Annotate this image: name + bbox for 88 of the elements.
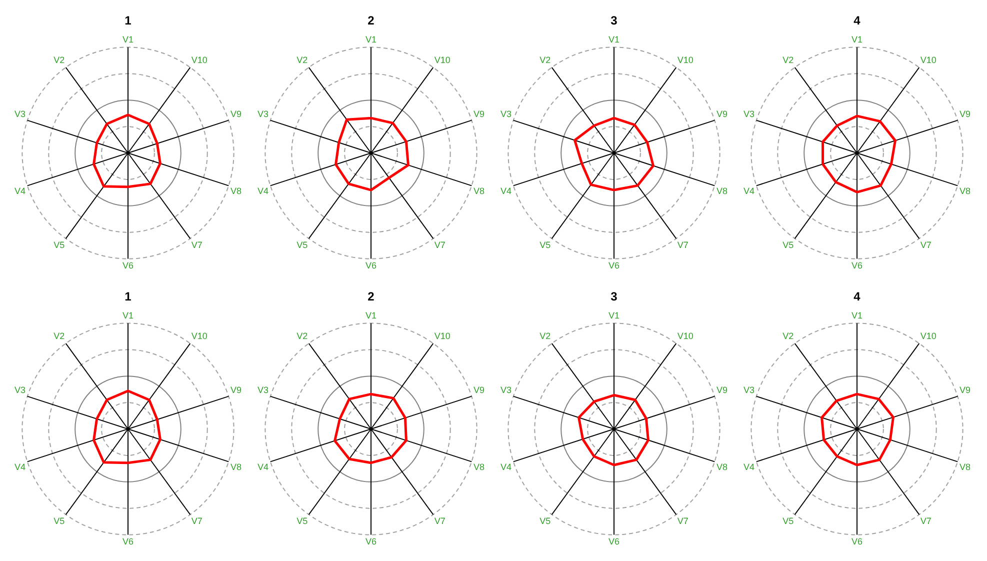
- spoke-label: V4: [257, 186, 268, 196]
- spoke-label: V2: [54, 54, 65, 65]
- spoke-label: V8: [474, 186, 485, 196]
- spoke-label: V9: [960, 108, 971, 119]
- spoke-label: V6: [122, 260, 134, 271]
- chart-title: 4: [854, 14, 861, 28]
- spoke-label: V6: [608, 536, 620, 547]
- spoke-label: V1: [851, 34, 863, 44]
- spoke-label: V4: [743, 186, 754, 196]
- spoke-label: V9: [230, 108, 242, 119]
- spoke-label: V2: [540, 330, 551, 341]
- spoke-label: V3: [743, 384, 754, 395]
- spoke-label: V7: [677, 240, 688, 250]
- spoke-label: V7: [191, 516, 202, 526]
- spoke-label: V10: [191, 54, 208, 65]
- spoke-label: V2: [782, 330, 794, 341]
- spoke-label: V7: [434, 240, 446, 250]
- spoke-label: V7: [191, 240, 202, 250]
- spoke-label: V1: [122, 310, 134, 320]
- spoke-label: V1: [851, 310, 863, 320]
- chart-title: 3: [610, 14, 618, 28]
- spoke-label: V1: [365, 34, 377, 44]
- spoke-label: V6: [851, 536, 863, 547]
- spoke-label: V9: [474, 384, 485, 395]
- spoke-label: V4: [14, 462, 26, 472]
- spoke-label: V8: [716, 462, 728, 472]
- spoke-label: V5: [54, 516, 65, 526]
- spoke-label: V5: [782, 516, 794, 526]
- spoke-label: V2: [296, 54, 308, 65]
- chart-title: 4: [854, 290, 861, 304]
- spoke-label: V6: [365, 536, 377, 547]
- spoke-label: V3: [743, 108, 754, 119]
- spoke-label: V6: [365, 260, 377, 271]
- spoke-label: V5: [782, 240, 794, 250]
- spoke-label: V6: [851, 260, 863, 271]
- spoke-label: V9: [716, 108, 728, 119]
- spoke-label: V3: [500, 108, 512, 119]
- spoke-label: V8: [230, 186, 242, 196]
- spoke-label: V10: [677, 54, 694, 65]
- spoke-label: V8: [716, 186, 728, 196]
- spoke-label: V8: [474, 462, 485, 472]
- spoke-label: V5: [540, 240, 551, 250]
- spoke-label: V1: [608, 310, 620, 320]
- spoke-label: V10: [920, 330, 936, 341]
- spoke-label: V4: [257, 462, 268, 472]
- spoke-label: V6: [122, 536, 134, 547]
- spoke-label: V6: [608, 260, 620, 271]
- spoke-label: V5: [296, 516, 308, 526]
- spoke-label: V3: [500, 384, 512, 395]
- spoke-label: V2: [296, 330, 308, 341]
- spoke-label: V1: [608, 34, 620, 44]
- spoke-label: V4: [14, 186, 26, 196]
- spoke-label: V5: [296, 240, 308, 250]
- spoke-label: V5: [540, 516, 551, 526]
- spoke-label: V3: [14, 384, 26, 395]
- spoke-label: V8: [960, 186, 971, 196]
- spoke-label: V4: [500, 462, 512, 472]
- spoke-label: V3: [14, 108, 26, 119]
- spoke-label: V9: [230, 384, 242, 395]
- spoke-label: V8: [960, 462, 971, 472]
- spoke-label: V7: [677, 516, 688, 526]
- chart-title: 2: [368, 14, 375, 28]
- spoke-label: V3: [257, 108, 268, 119]
- spoke-label: V7: [920, 516, 932, 526]
- spoke-label: V8: [230, 462, 242, 472]
- chart-title: 1: [124, 290, 132, 304]
- spoke-label: V7: [920, 240, 932, 250]
- chart-title: 2: [368, 290, 375, 304]
- spoke-label: V5: [54, 240, 65, 250]
- spoke-label: V10: [434, 54, 450, 65]
- spoke-label: V4: [743, 462, 754, 472]
- spoke-label: V2: [54, 330, 65, 341]
- spoke-label: V10: [191, 330, 208, 341]
- spoke-label: V2: [782, 54, 794, 65]
- spoke-label: V9: [960, 384, 971, 395]
- spoke-label: V9: [474, 108, 485, 119]
- spoke-label: V1: [122, 34, 134, 44]
- spoke-label: V10: [677, 330, 694, 341]
- spoke-label: V2: [540, 54, 551, 65]
- spoke-label: V1: [365, 310, 377, 320]
- spoke-label: V4: [500, 186, 512, 196]
- spoke-label: V10: [920, 54, 936, 65]
- spoke-label: V7: [434, 516, 446, 526]
- spoke-label: V10: [434, 330, 450, 341]
- chart-title: 3: [610, 290, 618, 304]
- spoke-label: V9: [716, 384, 728, 395]
- spoke-label: V3: [257, 384, 268, 395]
- chart-title: 1: [124, 14, 132, 28]
